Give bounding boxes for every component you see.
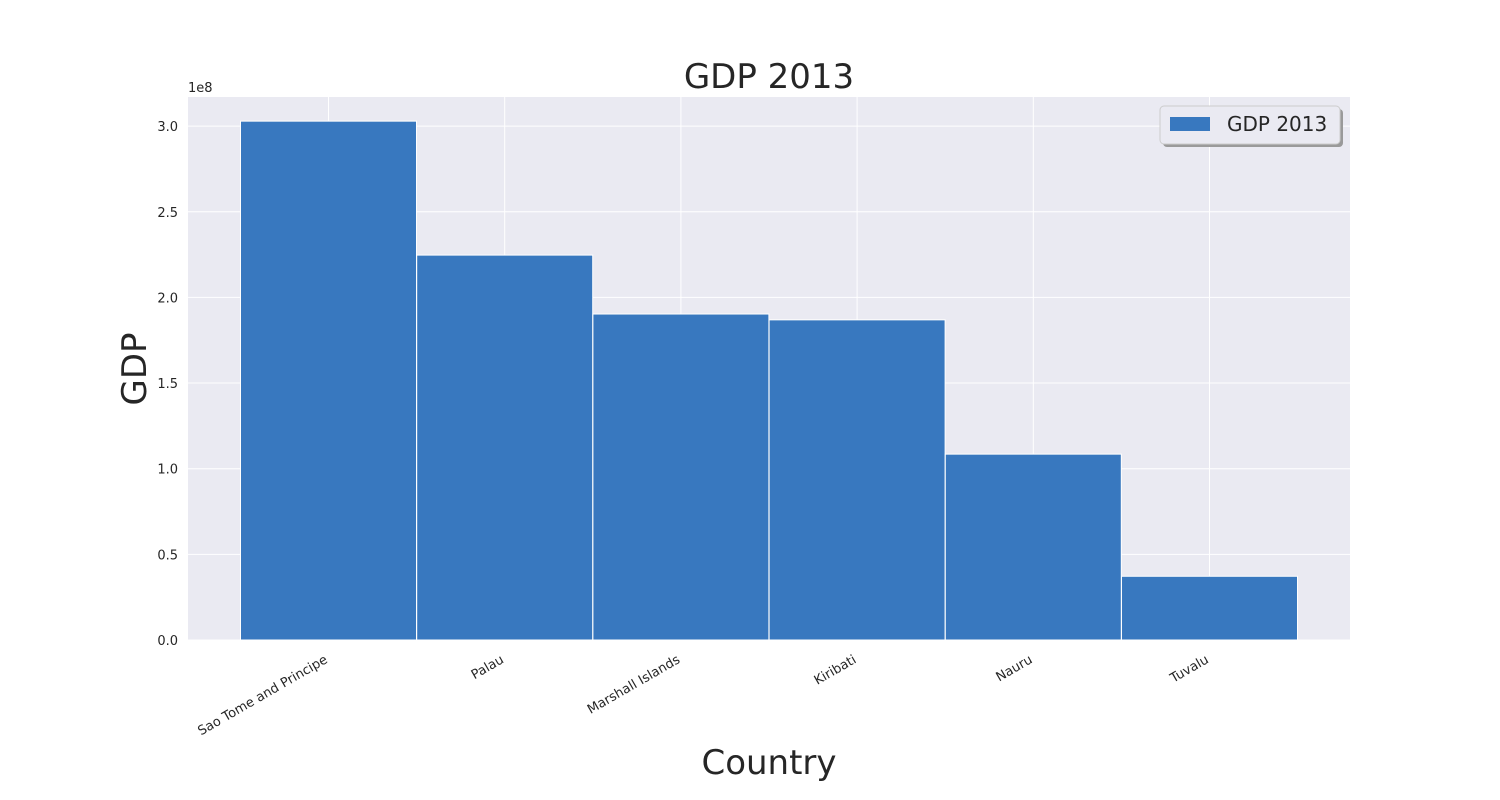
bar bbox=[416, 254, 594, 641]
bar bbox=[1121, 575, 1298, 641]
y-axis-label: GDP bbox=[115, 332, 155, 405]
x-tick-label: Marshall Islands bbox=[585, 652, 683, 717]
bar bbox=[592, 313, 770, 641]
bar bbox=[240, 120, 417, 641]
legend-box bbox=[1159, 105, 1341, 145]
y-axis-ticks: 0.0 0.5 1.0 1.5 2.0 2.5 3.0 bbox=[157, 120, 178, 649]
x-tick-label: Sao Tome and Principe bbox=[196, 652, 331, 739]
x-axis-ticks: Sao Tome and Principe Palau Marshall Islan… bbox=[196, 652, 1212, 739]
x-axis-label: Country bbox=[701, 743, 836, 783]
y-tick-label: 3.0 bbox=[157, 120, 178, 135]
y-tick-label: 1.0 bbox=[157, 463, 178, 478]
x-tick-label: Kiribati bbox=[812, 652, 859, 688]
y-tick-label: 1.5 bbox=[157, 377, 178, 392]
chart-title: GDP 2013 bbox=[684, 57, 854, 97]
y-tick-label: 0.5 bbox=[157, 548, 178, 563]
y-axis-offset-label: 1e8 bbox=[188, 81, 213, 96]
y-tick-label: 2.5 bbox=[157, 206, 178, 221]
legend-swatch bbox=[1170, 117, 1210, 131]
bar bbox=[944, 453, 1122, 641]
legend: GDP 2013 bbox=[1159, 105, 1343, 147]
x-tick-label: Palau bbox=[469, 652, 507, 683]
x-tick-label: Nauru bbox=[994, 652, 1036, 685]
legend-entry-label: GDP 2013 bbox=[1227, 112, 1327, 136]
x-tick-label: Tuvalu bbox=[1167, 652, 1211, 686]
bar bbox=[768, 319, 946, 641]
y-tick-label: 2.0 bbox=[157, 291, 178, 306]
bars bbox=[240, 120, 1298, 641]
y-tick-label: 0.0 bbox=[157, 634, 178, 649]
